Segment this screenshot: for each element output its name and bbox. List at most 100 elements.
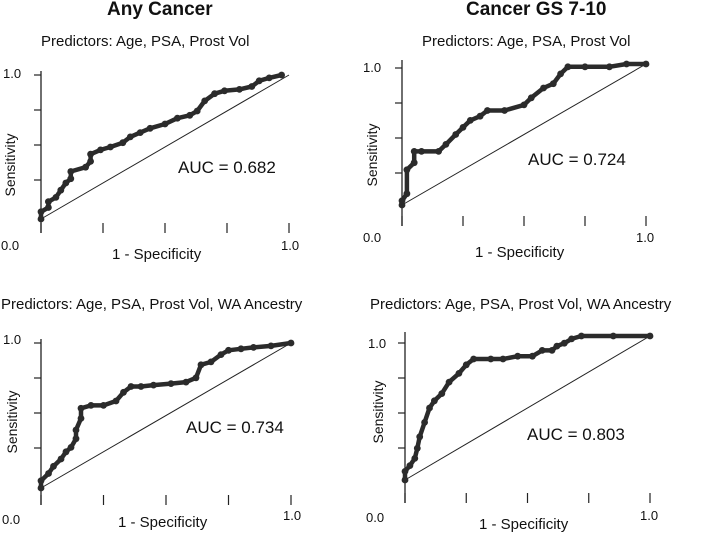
panel-3-roc-point [267, 342, 275, 350]
panel-1-roc-point [161, 120, 169, 128]
panel-4-roc-point [445, 378, 453, 386]
panel-1-x-axis-label: 1 - Specificity [112, 246, 202, 263]
panel-1-roc-point [126, 133, 134, 141]
panel-2-roc-point [410, 159, 418, 167]
panel-3-roc-point [237, 345, 245, 353]
panel-3-roc-point [62, 448, 70, 456]
panel-3-roc-point [37, 484, 45, 492]
panel-3-roc-point [225, 346, 232, 354]
panel-1-roc-point [221, 87, 228, 95]
panel-2-roc-point [410, 148, 418, 155]
panel-3-x-axis-label: 1 - Specificity [118, 514, 208, 531]
column-title-cancer-gs: Cancer GS 7-10 [466, 0, 607, 20]
panel-3-roc-point [207, 358, 215, 366]
panel-1-roc-point [255, 77, 263, 85]
panel-3-x-tick-end: 1.0 [283, 508, 302, 523]
panel-3-roc-point [192, 374, 200, 382]
panel-4-roc-point [401, 476, 409, 484]
panel-1-roc-point [278, 71, 285, 79]
panel-4-x-tick-start: 0.0 [366, 510, 385, 525]
panel-4-auc-annotation: AUC = 0.803 [527, 425, 625, 444]
panel-2-roc-point [520, 101, 528, 109]
panel-3-roc-point [287, 339, 295, 347]
panel-3-auc-annotation: AUC = 0.734 [186, 418, 284, 437]
panel-2-roc-point [557, 70, 564, 78]
panel-4-roc-point [553, 342, 561, 350]
panel-4-roc-point [426, 404, 433, 412]
panel-1-roc-point [45, 204, 52, 211]
panel-4-roc-point [487, 355, 495, 363]
panel-4-reference-diagonal [404, 335, 651, 481]
panel-2-roc-point [459, 124, 467, 131]
panel-3-roc-point [57, 455, 65, 463]
panel-3-roc-point [182, 378, 190, 386]
panel-4-roc-point [609, 332, 617, 340]
panel-3-roc-point [120, 388, 127, 396]
panel-3-roc-point [150, 381, 157, 389]
panel-2-roc-point [606, 63, 613, 71]
panel-1-roc-point [136, 129, 144, 137]
panel-4-roc-point [455, 370, 463, 377]
panel-2-roc-point [642, 60, 650, 68]
panel-3-roc-point [250, 344, 257, 351]
panel-1-roc-point [186, 111, 194, 119]
panel-1-roc-point [87, 158, 94, 165]
panel-1-roc-point [67, 175, 75, 183]
panel-1-roc-point [193, 107, 201, 115]
panel-1-roc-point [201, 97, 209, 105]
panel-3-roc-point [167, 380, 175, 387]
panel-1-roc-point [67, 168, 75, 175]
panel-4-roc-point [406, 462, 414, 469]
panel-1-roc-point [37, 208, 45, 216]
panel-2-reference-diagonal [401, 63, 647, 206]
panel-2-roc-point [403, 190, 411, 198]
panel-4-roc-point [413, 444, 421, 452]
panel-1-x-tick-end: 1.0 [281, 238, 300, 253]
panel-1-roc-point [82, 163, 89, 171]
panel-2-roc-point [549, 80, 557, 88]
panel-3-roc-point [77, 404, 85, 412]
panel-4-roc-point [548, 347, 556, 354]
panel-1-roc-point [236, 86, 243, 93]
panel-1-roc-point [265, 74, 273, 82]
panel-2-roc-point [501, 107, 508, 114]
panel-3-roc-point [50, 462, 57, 470]
panel-1-roc-point [211, 90, 219, 98]
panel-4-roc-point [431, 397, 438, 405]
panel-2-x-axis-label: 1 - Specificity [475, 244, 565, 261]
panel-2-x-tick-start: 0.0 [363, 230, 382, 245]
panel-4-roc-point [416, 433, 424, 441]
panel-2-roc-point [452, 131, 460, 138]
panel-2-auc-annotation: AUC = 0.724 [528, 150, 626, 169]
column-title-any-cancer: Any Cancer [107, 0, 213, 20]
panel-1-reference-diagonal [40, 74, 290, 220]
panel-4-roc-point [568, 335, 575, 343]
panel-4-roc-point [538, 347, 546, 354]
panel-2-roc-point [564, 63, 572, 71]
panel-3-roc-point [87, 402, 95, 409]
panel-3-roc-point [72, 426, 80, 434]
panel-4-roc-point [470, 355, 477, 363]
panel-4-roc-point [462, 361, 470, 369]
panel-1-roc-point [37, 215, 45, 223]
panel-2-roc-point [581, 63, 589, 71]
panel-2-roc-point [484, 107, 491, 114]
panel-4-roc-point [421, 419, 428, 426]
panel-4-roc-point [560, 339, 568, 347]
panel-3-y-tick-top: 1.0 [3, 332, 22, 347]
panel-4-roc-point [438, 390, 446, 397]
panel-3-roc-point [72, 435, 80, 443]
panel-2-y-tick-top: 1.0 [363, 60, 382, 75]
panel-1-roc-curve [38, 72, 283, 219]
panel-3-roc-point [197, 361, 205, 369]
panel-4-roc-point [646, 332, 654, 340]
panel-3-roc-point [137, 383, 145, 390]
panel-2-x-tick-end: 1.0 [636, 230, 655, 245]
panel-1-y-tick-top: 1.0 [3, 66, 22, 81]
panel-4-x-axis-label: 1 - Specificity [479, 516, 569, 533]
panel-4-roc-point [529, 352, 536, 360]
panel-4-roc-point [411, 455, 419, 462]
panel-1-subtitle: Predictors: Age, PSA, Prost Vol [41, 33, 250, 50]
panel-1-roc-point [107, 143, 114, 151]
